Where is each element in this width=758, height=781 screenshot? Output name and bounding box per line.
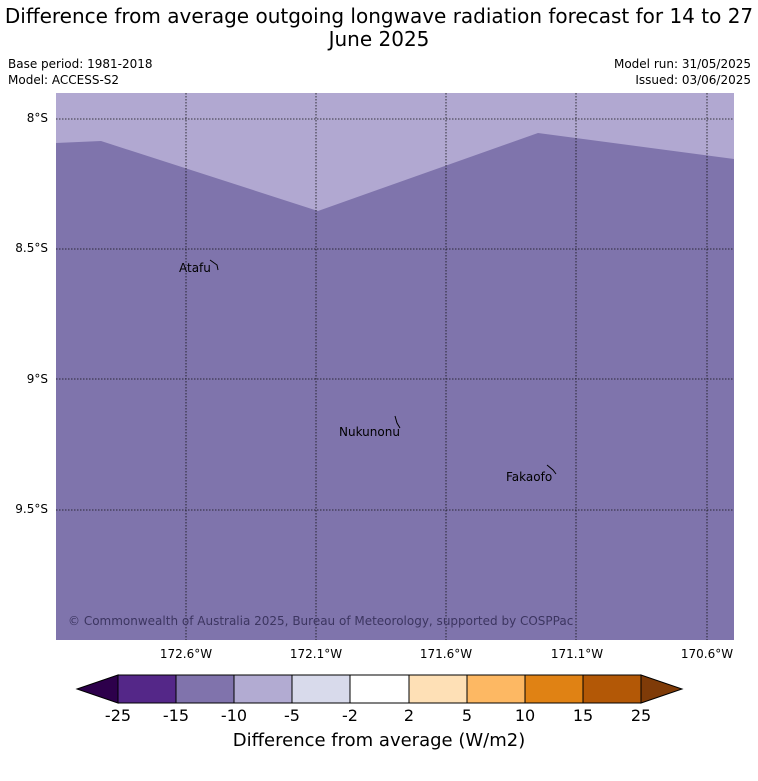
lon-label-171-6w: 171.6°W [419, 647, 473, 661]
colorbar-frame [117, 674, 642, 704]
colorbar-segment [118, 675, 176, 703]
colorbar-extend-low [75, 674, 119, 704]
issued-date: Issued: 03/06/2025 [635, 73, 751, 87]
region-main [56, 93, 734, 640]
colorbar-segment [583, 675, 641, 703]
island-atafu [209, 259, 219, 271]
model-name: Model: ACCESS-S2 [8, 73, 120, 87]
colorbar-tick: 10 [514, 706, 536, 725]
island-fakaofo [546, 464, 557, 475]
meta-left: Base period: 1981-2018 Model: ACCESS-S2 [8, 56, 153, 88]
meta-right: Model run: 31/05/2025 Issued: 03/06/2025 [614, 56, 751, 88]
colorbar-extend-high [640, 674, 684, 704]
colorbar-segment [467, 675, 525, 703]
base-period: Base period: 1981-2018 [8, 57, 153, 71]
colorbar-tick: 15 [572, 706, 594, 725]
colorbar-tick: -25 [104, 706, 132, 725]
lat-label-8s: 8°S [26, 111, 48, 125]
label-nukunonu: Nukunonu [339, 425, 400, 439]
lon-label-170-6w: 170.6°W [680, 647, 734, 661]
colorbar-segment [292, 675, 350, 703]
label-fakaofo: Fakaofo [506, 470, 553, 484]
colorbar-segment [350, 675, 409, 703]
colorbar-label: Difference from average (W/m2) [232, 730, 526, 751]
lon-label-171-1w: 171.1°W [550, 647, 604, 661]
island-nukunonu [394, 415, 401, 429]
lat-label-9-5s: 9.5°S [15, 502, 48, 516]
colorbar-tick: 25 [630, 706, 652, 725]
gridlines [56, 93, 734, 640]
map-panel[interactable]: Atafu Nukunonu Fakaofo © Commonwealth of… [56, 93, 734, 640]
colorbar-tick: -15 [162, 706, 190, 725]
colorbar-segment [234, 675, 292, 703]
lon-label-172-1w: 172.1°W [289, 647, 343, 661]
colorbar-tick: -10 [220, 706, 248, 725]
colorbar-tick: -5 [284, 706, 300, 725]
lat-label-9s: 9°S [26, 372, 48, 386]
region-upper [56, 93, 734, 211]
island-outlines [209, 259, 557, 475]
colorbar-tick: -2 [342, 706, 358, 725]
model-run: Model run: 31/05/2025 [613, 57, 751, 71]
colorbar-tick: 2 [403, 706, 415, 725]
colorbar-segment [409, 675, 467, 703]
lon-label-172-6w: 172.6°W [159, 647, 213, 661]
lat-label-8-5s: 8.5°S [15, 241, 48, 255]
colorbar-tick: 5 [461, 706, 473, 725]
map-title: Difference from average outgoing longwav… [4, 4, 754, 51]
colorbar-segment [525, 675, 583, 703]
map-canvas [56, 93, 734, 640]
label-atafu: Atafu [179, 261, 211, 275]
colorbar-dividers [175, 675, 584, 703]
colorbar [75, 674, 684, 704]
copyright-notice: © Commonwealth of Australia 2025, Bureau… [68, 614, 574, 628]
colorbar-segment [176, 675, 234, 703]
